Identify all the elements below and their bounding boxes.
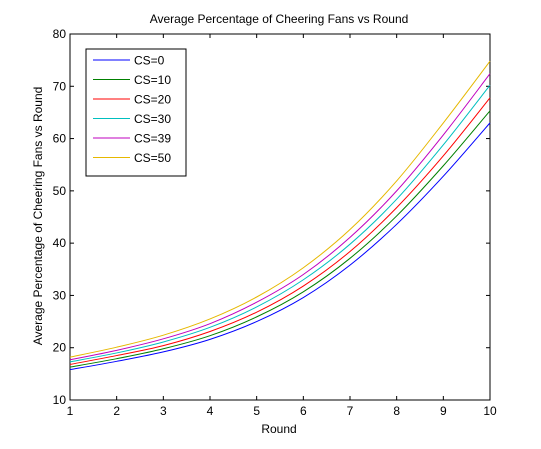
legend-box — [85, 48, 187, 177]
series-line-cs-50 — [69, 60, 491, 358]
x-tick-label: 4 — [207, 404, 214, 418]
x-tick-label: 8 — [393, 404, 400, 418]
series-line-cs-20 — [69, 97, 491, 365]
x-tick-label: 1 — [67, 404, 74, 418]
legend-entry-label: CS=20 — [134, 93, 171, 107]
series-line-cs-0 — [69, 122, 491, 371]
y-tick-label: 70 — [53, 79, 67, 93]
y-tick-label: 10 — [53, 393, 67, 407]
x-tick-label: 2 — [113, 404, 120, 418]
chart-title: Average Percentage of Cheering Fans vs R… — [150, 12, 409, 26]
legend-entry-label: CS=50 — [134, 151, 171, 165]
y-axis-label: Average Percentage of Cheering Fans vs R… — [31, 87, 45, 346]
series-line-cs-39 — [69, 73, 491, 361]
legend-entry-label: CS=30 — [134, 112, 171, 126]
legend: CS=0 CS=10 CS=20 CS=30 CS=39 CS=50 — [85, 48, 187, 177]
y-tick-label: 60 — [53, 132, 67, 146]
series-line-cs-30 — [69, 84, 491, 363]
series-line-cs-10 — [69, 110, 491, 368]
y-tick-label: 50 — [53, 184, 67, 198]
y-tick-label: 40 — [53, 236, 67, 250]
y-tick-label: 30 — [53, 288, 67, 302]
y-tick-label: 80 — [53, 27, 67, 41]
x-tick-label: 6 — [300, 404, 307, 418]
x-tick-label: 3 — [160, 404, 167, 418]
x-tick-label: 5 — [253, 404, 260, 418]
x-tick-label: 10 — [483, 404, 497, 418]
x-axis-label: Round — [261, 422, 296, 436]
y-tick-label: 20 — [53, 341, 67, 355]
x-tick-label: 7 — [347, 404, 354, 418]
x-tick-label: 9 — [440, 404, 447, 418]
legend-entry-label: CS=39 — [134, 132, 171, 146]
legend-entry-label: CS=10 — [134, 73, 171, 87]
legend-entry-label: CS=0 — [134, 54, 165, 68]
